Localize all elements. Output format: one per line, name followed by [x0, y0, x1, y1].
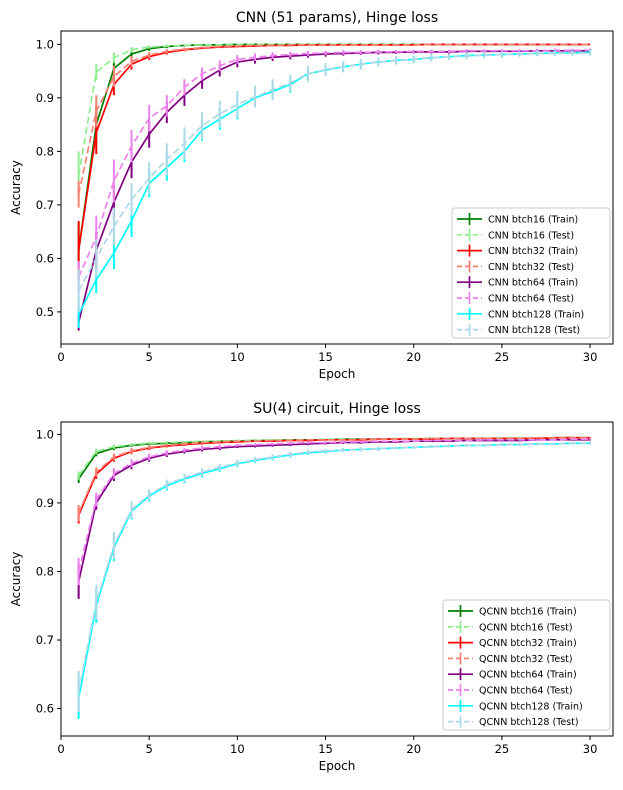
- axes-frame: [60, 30, 614, 345]
- legend-entry: QCNN btch64 (Test): [448, 684, 573, 697]
- y-tick-label: 0.5: [36, 305, 54, 319]
- chart-title: CNN (51 params), Hinge loss: [236, 10, 438, 26]
- x-tick-label: 20: [406, 742, 421, 756]
- series-line: [77, 436, 591, 514]
- y-tick-label: 0.8: [36, 144, 54, 158]
- x-tick-label: 15: [318, 350, 333, 364]
- legend-label: CNN btch16 (Test): [488, 230, 574, 241]
- legend-entry: QCNN btch32 (Train): [448, 636, 577, 649]
- plot-area: [77, 436, 592, 719]
- legend-entry: QCNN btch32 (Test): [448, 652, 573, 665]
- x-axis-label: Epoch: [319, 759, 356, 773]
- x-tick-label: 5: [146, 350, 153, 364]
- x-axis-label: Epoch: [319, 367, 356, 381]
- legend-label: QCNN btch128 (Test): [479, 717, 579, 728]
- legend-entry: QCNN btch128 (Test): [448, 715, 579, 728]
- chart-qcnn: 0 5 10 15 20 25 30 0.6 0.7 0.8 0.9 1.0 SU(4) circuit…: [9, 401, 614, 773]
- legend-label: QCNN btch64 (Train): [479, 670, 577, 681]
- x-tick-label: 15: [318, 742, 333, 756]
- legend-label: CNN btch16 (Train): [488, 215, 578, 226]
- y-tick-label: 1.0: [36, 37, 54, 51]
- legend-label: CNN btch64 (Test): [488, 294, 574, 305]
- legend-label: QCNN btch64 (Test): [479, 686, 573, 697]
- x-tick-label: 25: [495, 350, 510, 364]
- legend-entry: CNN btch32 (Train): [457, 244, 578, 257]
- x-tick-label: 10: [230, 742, 245, 756]
- legend-entry: QCNN btch64 (Train): [448, 668, 577, 681]
- legend-box: [442, 599, 611, 731]
- series-5: [77, 48, 592, 294]
- legend-label: QCNN btch32 (Train): [479, 638, 577, 649]
- y-axis-label: Accuracy: [9, 552, 23, 607]
- legend-entry: CNN btch128 (Test): [457, 323, 580, 336]
- series-5: [77, 438, 592, 586]
- legend-box: [451, 207, 611, 339]
- chart-title: SU(4) circuit, Hinge loss: [253, 401, 421, 417]
- x-tick-label: 25: [495, 742, 510, 756]
- legend-entry: CNN btch16 (Test): [457, 228, 574, 241]
- y-tick-label: 1.0: [36, 427, 54, 441]
- legend: CNN btch16 (Train) CNN btch16 (Test) CNN b…: [451, 207, 611, 339]
- x-tick-label: 20: [406, 350, 421, 364]
- legend-entry: QCNN btch16 (Train): [448, 605, 577, 618]
- legend-entry: CNN btch16 (Train): [457, 213, 578, 226]
- y-tick-label: 0.9: [36, 496, 54, 510]
- y-tick-label: 0.6: [36, 702, 54, 716]
- legend-label: CNN btch32 (Test): [488, 262, 574, 273]
- y-tick-label: 0.9: [36, 91, 54, 105]
- x-tick-label: 10: [230, 350, 245, 364]
- legend-entry: CNN btch64 (Test): [457, 292, 574, 305]
- x-tick-label: 30: [583, 350, 598, 364]
- x-tick-label: 5: [146, 742, 153, 756]
- y-tick-label: 0.8: [36, 564, 54, 578]
- series-7: [77, 441, 592, 713]
- series-3: [77, 436, 592, 522]
- x-tick-label: 30: [583, 742, 598, 756]
- y-tick-label: 0.7: [36, 198, 54, 212]
- x-tick-label: 0: [57, 350, 64, 364]
- legend-label: QCNN btch128 (Train): [479, 701, 583, 712]
- series-line: [77, 49, 591, 278]
- y-axis-label: Accuracy: [9, 160, 23, 215]
- legend-entry: CNN btch128 (Train): [457, 307, 584, 320]
- legend-label: CNN btch128 (Test): [488, 325, 580, 336]
- legend-label: CNN btch128 (Train): [488, 309, 584, 320]
- legend-label: QCNN btch16 (Test): [479, 622, 573, 633]
- series-line: [77, 438, 591, 572]
- legend-label: CNN btch32 (Train): [488, 246, 578, 257]
- series-7: [77, 50, 592, 312]
- legend-label: QCNN btch16 (Train): [479, 607, 577, 618]
- chart-cnn: 0 5 10 15 20 25 30 0.5 0.6 0.7 0.8 0.9 1.0 CNN (51 pa…: [9, 10, 614, 381]
- series-line: [77, 43, 591, 195]
- y-tick-label: 0.7: [36, 633, 54, 647]
- legend-entry: QCNN btch128 (Train): [448, 699, 583, 712]
- legend-label: CNN btch64 (Train): [488, 278, 578, 289]
- legend: QCNN btch16 (Train) QCNN btch16 (Test) QCN…: [442, 599, 611, 731]
- series-line: [77, 52, 591, 291]
- legend-entry: CNN btch64 (Train): [457, 276, 578, 289]
- legend-entry: QCNN btch16 (Test): [448, 620, 573, 633]
- axes-frame: [60, 421, 614, 737]
- x-tick-label: 0: [57, 742, 64, 756]
- legend-entry: CNN btch32 (Test): [457, 260, 574, 273]
- plot-area: [77, 43, 592, 331]
- series-line: [77, 442, 591, 692]
- y-tick-label: 0.6: [36, 251, 54, 265]
- series-3: [77, 43, 591, 208]
- legend-label: QCNN btch32 (Test): [479, 654, 573, 665]
